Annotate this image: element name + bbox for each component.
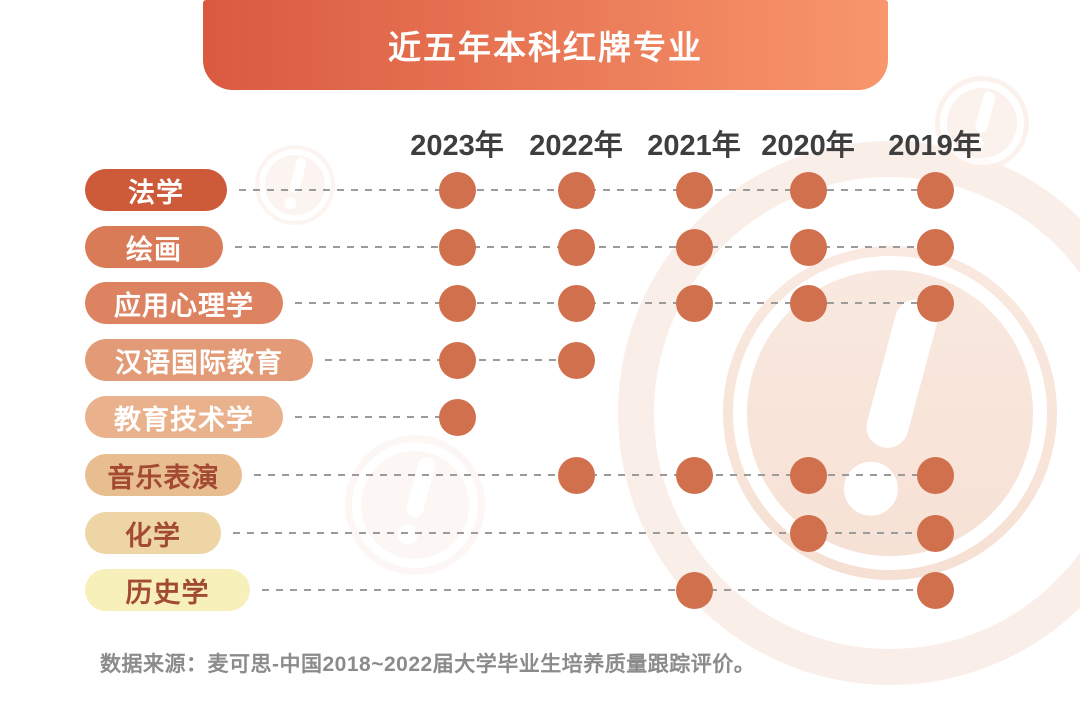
major-pill: 教育技术学 (85, 396, 283, 438)
row-dashed-line (295, 416, 457, 418)
row-dashed-line (295, 302, 935, 304)
year-label: 2019年 (888, 130, 982, 162)
flag-dot (557, 171, 595, 209)
page-title: 近五年本科红牌专业 (388, 29, 703, 66)
major-pill: 法学 (85, 169, 227, 211)
major-pill-label: 应用心理学 (114, 290, 254, 321)
major-pill-label: 音乐表演 (107, 462, 220, 493)
row-dashed-line (262, 589, 935, 591)
flag-dot (557, 284, 595, 322)
watermark-ring (259, 149, 331, 221)
flag-dot (916, 284, 954, 322)
flag-dot (557, 228, 595, 266)
flag-dot (438, 171, 476, 209)
flag-dot (916, 171, 954, 209)
flag-dot (789, 284, 827, 322)
flag-dot (675, 456, 713, 494)
flag-dot (789, 228, 827, 266)
flag-dot (916, 571, 954, 609)
exclamation-watermark-mid (345, 435, 485, 575)
exclamation-watermark-left (255, 145, 335, 225)
flag-dot (438, 341, 476, 379)
year-label: 2022年 (529, 130, 623, 162)
major-pill: 应用心理学 (85, 282, 283, 324)
title-banner: 近五年本科红牌专业 (203, 0, 888, 90)
year-label: 2021年 (647, 130, 741, 162)
year-label: 2020年 (761, 130, 855, 162)
major-pill: 化学 (85, 512, 221, 554)
year-label: 2023年 (410, 130, 504, 162)
exclamation-watermark-topright (935, 76, 1029, 170)
flag-dot (916, 228, 954, 266)
flag-dot (916, 514, 954, 552)
row-dashed-line (233, 532, 935, 534)
flag-dot (438, 398, 476, 436)
flag-dot (438, 228, 476, 266)
flag-dot (557, 456, 595, 494)
major-pill-label: 历史学 (125, 577, 210, 608)
flag-dot (557, 341, 595, 379)
flag-dot (675, 571, 713, 609)
major-pill-label: 教育技术学 (114, 404, 254, 435)
flag-dot (789, 456, 827, 494)
flag-dot (789, 171, 827, 209)
row-dashed-line (254, 474, 935, 476)
flag-dot (675, 284, 713, 322)
watermark-ring (940, 81, 1024, 165)
flag-dot (438, 284, 476, 322)
major-pill: 汉语国际教育 (85, 339, 313, 381)
flag-dot (675, 228, 713, 266)
major-pill-label: 化学 (125, 520, 181, 551)
major-pill-label: 汉语国际教育 (115, 347, 283, 378)
source-note: 数据来源：麦可思-中国2018~2022届大学毕业生培养质量跟踪评价。 (100, 653, 756, 676)
watermark-ring (352, 442, 478, 568)
flag-dot (675, 171, 713, 209)
flag-dot (789, 514, 827, 552)
major-pill: 音乐表演 (85, 454, 242, 496)
major-pill: 绘画 (85, 226, 223, 268)
major-pill-label: 法学 (128, 177, 184, 208)
flag-dot (916, 456, 954, 494)
major-pill: 历史学 (85, 569, 250, 611)
major-pill-label: 绘画 (126, 234, 182, 265)
